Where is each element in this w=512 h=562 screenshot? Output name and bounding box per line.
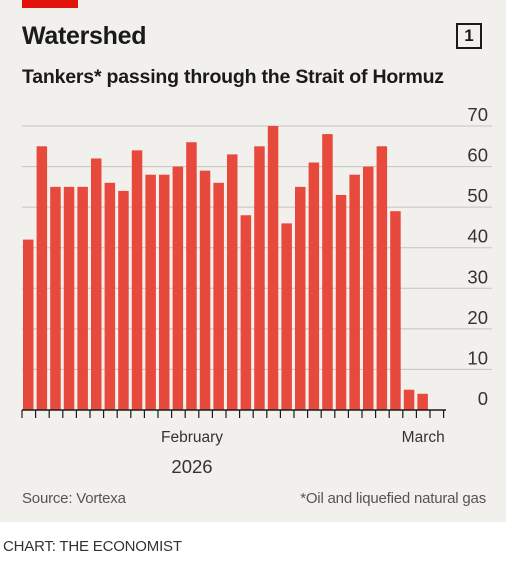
bar <box>349 174 360 410</box>
chart-subtitle: Tankers* passing through the Strait of H… <box>22 66 444 88</box>
bar <box>50 186 61 410</box>
bar <box>172 166 184 410</box>
bar <box>267 126 279 410</box>
bar <box>240 215 252 410</box>
bar-chart: 0 10 20 30 40 50 60 70 February March 2026 <box>21 104 492 477</box>
bar <box>213 182 224 410</box>
bar <box>376 146 388 410</box>
bar <box>63 186 75 410</box>
bar <box>91 158 102 410</box>
chart-card: Watershed 1 Tankers* passing through the… <box>0 0 506 522</box>
chart-title: Watershed <box>22 22 147 50</box>
y-tick-label: 20 <box>467 307 488 328</box>
bar <box>104 182 116 410</box>
x-year-label: 2026 <box>171 456 212 477</box>
bar <box>281 223 292 410</box>
bar <box>145 174 156 410</box>
bar <box>335 194 347 410</box>
bar <box>199 170 211 410</box>
bar <box>36 146 48 410</box>
chart-number-badge: 1 <box>456 23 482 49</box>
bar <box>295 186 306 410</box>
x-tick-label: February <box>161 429 223 446</box>
y-tick-label: 10 <box>467 347 488 368</box>
bar <box>131 150 143 410</box>
chart-credit: CHART: THE ECONOMIST <box>3 538 182 555</box>
bar <box>363 166 374 410</box>
bar <box>118 190 129 410</box>
bar <box>417 393 428 410</box>
source-note: Source: Vortexa <box>22 490 126 507</box>
bar <box>186 142 197 411</box>
accent-tag <box>22 0 78 8</box>
bar <box>390 211 401 410</box>
y-tick-label: 50 <box>467 185 488 206</box>
y-tick-label: 60 <box>467 145 488 166</box>
bar <box>403 389 415 410</box>
y-tick-label: 0 <box>478 388 488 409</box>
bar <box>254 146 265 410</box>
x-tick-label: March <box>402 429 445 446</box>
bar <box>227 154 238 410</box>
y-tick-label: 70 <box>467 104 488 125</box>
bar <box>308 162 320 410</box>
bar <box>23 239 34 410</box>
bar <box>159 174 170 410</box>
bar <box>322 134 333 411</box>
bar <box>77 186 88 410</box>
footnote: *Oil and liquefied natural gas <box>300 490 486 507</box>
y-tick-label: 30 <box>467 266 488 287</box>
y-tick-label: 40 <box>467 226 488 247</box>
